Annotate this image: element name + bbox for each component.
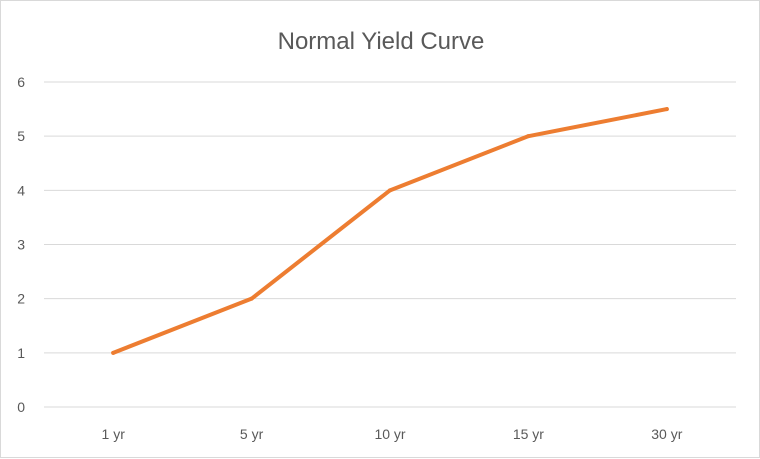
y-tick-label-3: 3 (17, 237, 25, 253)
x-tick-label-3: 15 yr (513, 426, 544, 442)
x-tick-label-2: 10 yr (374, 426, 405, 442)
y-tick-label-5: 5 (17, 128, 25, 144)
data-point-0-0 (111, 350, 116, 355)
data-point-0-2 (388, 188, 392, 193)
data-point-0-1 (249, 296, 254, 301)
y-tick-label-2: 2 (17, 291, 25, 307)
y-axis-tick-labels: 0 1 2 3 4 5 6 (17, 74, 25, 415)
y-tick-label-4: 4 (17, 182, 25, 198)
y-tick-label-6: 6 (17, 74, 25, 90)
chart-title: Normal Yield Curve (278, 28, 485, 55)
x-tick-label-1: 5 yr (240, 426, 264, 442)
series-layer (111, 107, 669, 355)
x-axis-tick-labels: 1 yr 5 yr 10 yr 15 yr 30 yr (102, 426, 683, 442)
gridlines (44, 81, 736, 408)
y-tick-label-1: 1 (17, 345, 25, 361)
x-tick-label-4: 30 yr (651, 426, 682, 442)
y-tick-label-0: 0 (17, 399, 25, 415)
data-point-0-4 (664, 107, 669, 112)
series-line-0 (111, 107, 669, 355)
x-tick-label-0: 1 yr (102, 426, 126, 442)
data-point-0-3 (526, 134, 531, 139)
